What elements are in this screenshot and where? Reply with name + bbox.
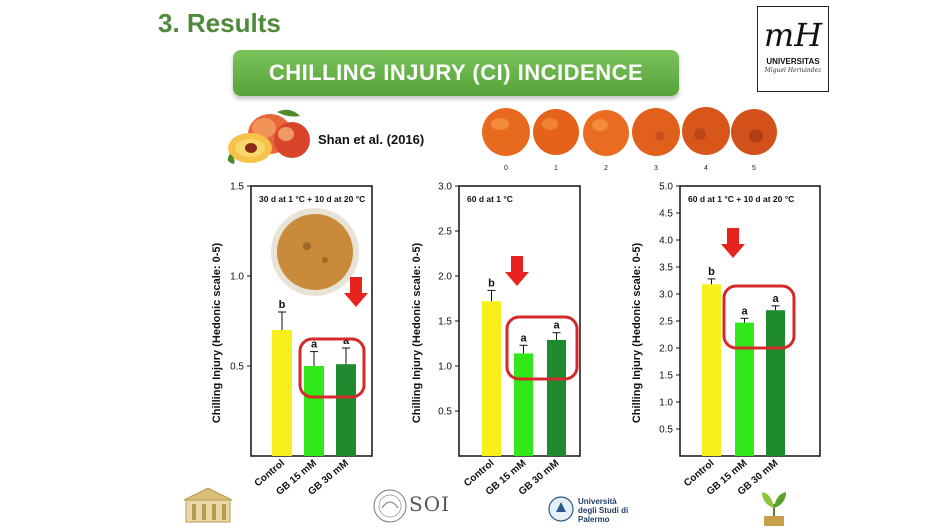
sample-photo-pulp — [277, 214, 353, 290]
palermo-logo-text: Università degli Studi di Palermo — [578, 497, 629, 524]
banner-text: CHILLING INJURY (CI) INCIDENCE — [268, 60, 644, 85]
soi-logo-text: SOI — [409, 492, 450, 516]
palermo-crest-icon — [548, 496, 574, 522]
soi-emblem-icon — [373, 489, 407, 523]
persimmon-2 — [583, 110, 629, 156]
scale-label-3: 3 — [654, 165, 658, 172]
plant-logo-icon — [762, 492, 786, 526]
sample-photo-spot — [322, 257, 328, 263]
persimmon-0 — [482, 108, 530, 156]
congress-logo — [183, 487, 233, 523]
significance-letter: a — [343, 335, 350, 347]
highlight-box — [298, 337, 366, 399]
y-axis-label: Chilling Injury (Hedonic scale: 0-5) — [211, 243, 223, 424]
scale-label-5: 5 — [752, 165, 756, 172]
umh-logo-name: UNIVERSITAS — [766, 57, 820, 66]
y-tick-label: 0.5 — [230, 362, 244, 373]
persimmon-scale-image: 0 1 2 3 4 5 — [482, 107, 777, 172]
bar-2 — [336, 364, 356, 456]
persimmon-1 — [533, 109, 579, 155]
title-banner: CHILLING INJURY (CI) INCIDENCE — [233, 50, 679, 96]
scale-label-1: 1 — [554, 165, 558, 172]
bar-0 — [272, 330, 292, 456]
persimmon-3 — [632, 108, 680, 156]
slide-heading: 3. Results — [158, 8, 281, 38]
chart-title: 30 d at 1 °C + 10 d at 20 °C — [259, 194, 365, 204]
sample-photo-spot — [303, 242, 311, 250]
significance-letter: b — [279, 299, 286, 311]
umh-logo-mark: mH — [763, 16, 823, 54]
bar-1 — [304, 366, 324, 456]
scale-label-2: 2 — [604, 165, 608, 172]
red-arrow-icon — [344, 277, 368, 307]
citation: Shan et al. (2016) — [318, 132, 425, 147]
persimmon-5 — [731, 109, 777, 155]
scale-label-4: 4 — [704, 165, 708, 172]
y-tick-label: 1.5 — [230, 182, 244, 193]
umh-logo: mH UNIVERSITAS Miguel Hernández — [757, 6, 829, 92]
scale-label-0: 0 — [504, 165, 508, 172]
y-tick-label: 1.0 — [230, 272, 244, 283]
peach-image — [227, 109, 310, 164]
persimmon-4 — [682, 107, 730, 155]
significance-letter: a — [311, 339, 318, 351]
umh-logo-sub: Miguel Hernández — [764, 67, 822, 74]
